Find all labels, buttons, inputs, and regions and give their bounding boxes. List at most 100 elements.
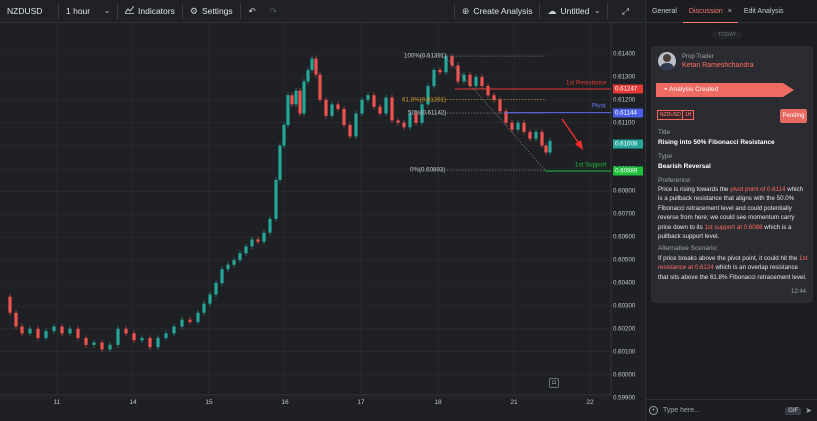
date-divider: TODAY (712, 31, 743, 39)
y-tick-label: 0.60700 (613, 210, 636, 218)
chart-canvas[interactable] (0, 23, 643, 421)
candle-body (330, 104, 334, 116)
candle-body (202, 303, 206, 313)
tab-general[interactable]: General (652, 7, 677, 15)
y-tick-label: 0.61300 (613, 73, 636, 81)
indicators-button[interactable]: Indicators (118, 0, 182, 23)
create-analysis-button[interactable]: ⊕ Create Analysis (455, 0, 540, 23)
candle-body (68, 328, 72, 334)
candle-body (528, 131, 532, 139)
y-tick-label: 0.60800 (613, 187, 636, 195)
create-analysis-label: Create Analysis (473, 6, 533, 16)
candle-body (354, 113, 358, 137)
candle-body (390, 97, 394, 121)
layout-name: Untitled (560, 6, 590, 16)
candle-body (196, 312, 200, 322)
fib-618-label: 61.8%(0.61201) (402, 96, 447, 104)
candle-body (232, 260, 236, 265)
analysis-title: Rising into 50% Fibonacci Resistance (658, 139, 775, 146)
tab-edit-analysis[interactable]: Edit Analysis (743, 7, 784, 15)
candle-body (250, 239, 254, 247)
candle-body (462, 74, 466, 82)
symbol-badge: NZDUSD (657, 110, 684, 120)
fib-50-label: 50%(0.61142) (408, 109, 447, 117)
redo-button[interactable]: ↷ (264, 0, 283, 23)
candle-body (52, 326, 56, 332)
candle-body (360, 99, 364, 114)
alternative-text: If price breaks above the pivot point, i… (658, 255, 808, 281)
gif-button[interactable]: GIF (785, 406, 802, 415)
interval-badge: 1H (682, 110, 695, 120)
interval-selector[interactable]: 1 hour ⌄ (59, 0, 117, 23)
undo-icon: ↶ (248, 5, 256, 16)
fib-0-label: 0%(0.60893) (410, 166, 446, 174)
candle-body (548, 141, 552, 153)
x-tick-label: 15 (205, 399, 213, 406)
candle-body (492, 95, 496, 100)
analysis-type: Bearish Reversal (658, 163, 711, 170)
analysis-panel: General Discussion × Edit Analysis TODAY… (645, 0, 817, 421)
symbol-selector[interactable]: NZDUSD (0, 0, 58, 23)
candle-body (84, 337, 88, 345)
candle-body (220, 269, 224, 283)
layout-selector[interactable]: ☁ Untitled ⌄ (540, 0, 607, 23)
candle-body (302, 81, 306, 114)
candle-body (408, 113, 412, 128)
candle-body (310, 58, 314, 71)
settings-button[interactable]: ⚙ Settings (183, 0, 240, 23)
candle-body (268, 218, 272, 233)
add-attachment-icon[interactable]: + (649, 406, 658, 415)
message-input[interactable] (663, 407, 786, 414)
candle-body (324, 99, 328, 116)
candle-body (432, 70, 436, 87)
message-time: 12:44 (790, 289, 806, 295)
toolbar-divider (453, 3, 455, 19)
candle-body (28, 328, 32, 334)
support-price-tag: 0.60889 (613, 166, 643, 176)
indicators-icon (124, 5, 135, 16)
fullscreen-button[interactable]: ⤢ (608, 0, 643, 23)
toolbar-divider (181, 3, 183, 19)
tab-discussion[interactable]: Discussion × (682, 0, 738, 23)
send-icon[interactable]: ➤ (805, 406, 812, 415)
candle-body (148, 337, 152, 348)
y-tick-label: 0.60500 (613, 256, 636, 264)
candle-body (342, 108, 346, 125)
candle-body (498, 99, 502, 112)
candle-body (414, 113, 418, 123)
candle-body (372, 95, 376, 107)
x-tick-label: 16 (281, 399, 289, 406)
candle-body (274, 179, 278, 219)
cloud-check-icon: ☁ (547, 5, 557, 16)
candle-body (92, 342, 96, 345)
candle-body (208, 294, 212, 304)
candle-body (516, 122, 520, 130)
candle-body (336, 104, 340, 109)
pivot-highlight: pivot point of 0.6114 (730, 186, 786, 193)
candle-body (438, 70, 442, 73)
preference-heading: Preference: (658, 177, 692, 184)
candle-body (504, 111, 508, 123)
screenshot-icon[interactable]: ◘ (549, 378, 559, 388)
candle-body (36, 328, 40, 338)
panel-tabs: General Discussion × Edit Analysis (646, 0, 817, 23)
undo-button[interactable]: ↶ (241, 0, 264, 23)
price-chart[interactable]: 0.614000.613000.612000.611000.610000.609… (0, 23, 643, 421)
indicators-label: Indicators (138, 6, 175, 16)
toolbar-divider (117, 3, 118, 19)
candle-body (294, 90, 298, 105)
close-icon[interactable]: × (727, 7, 732, 15)
candle-body (164, 333, 168, 338)
y-tick-label: 0.60600 (613, 233, 636, 241)
candle-body (456, 65, 460, 82)
x-tick-label: 11 (53, 399, 61, 406)
candle-body (180, 319, 184, 327)
candle-body (8, 296, 12, 313)
candle-body (314, 58, 318, 75)
author-name[interactable]: Ketan Rameshchandra (682, 62, 754, 69)
status-badge[interactable]: Pending (780, 109, 807, 123)
candle-body (420, 104, 424, 123)
candle-body (116, 328, 120, 345)
candle-body (256, 239, 260, 242)
candle-body (378, 106, 382, 114)
